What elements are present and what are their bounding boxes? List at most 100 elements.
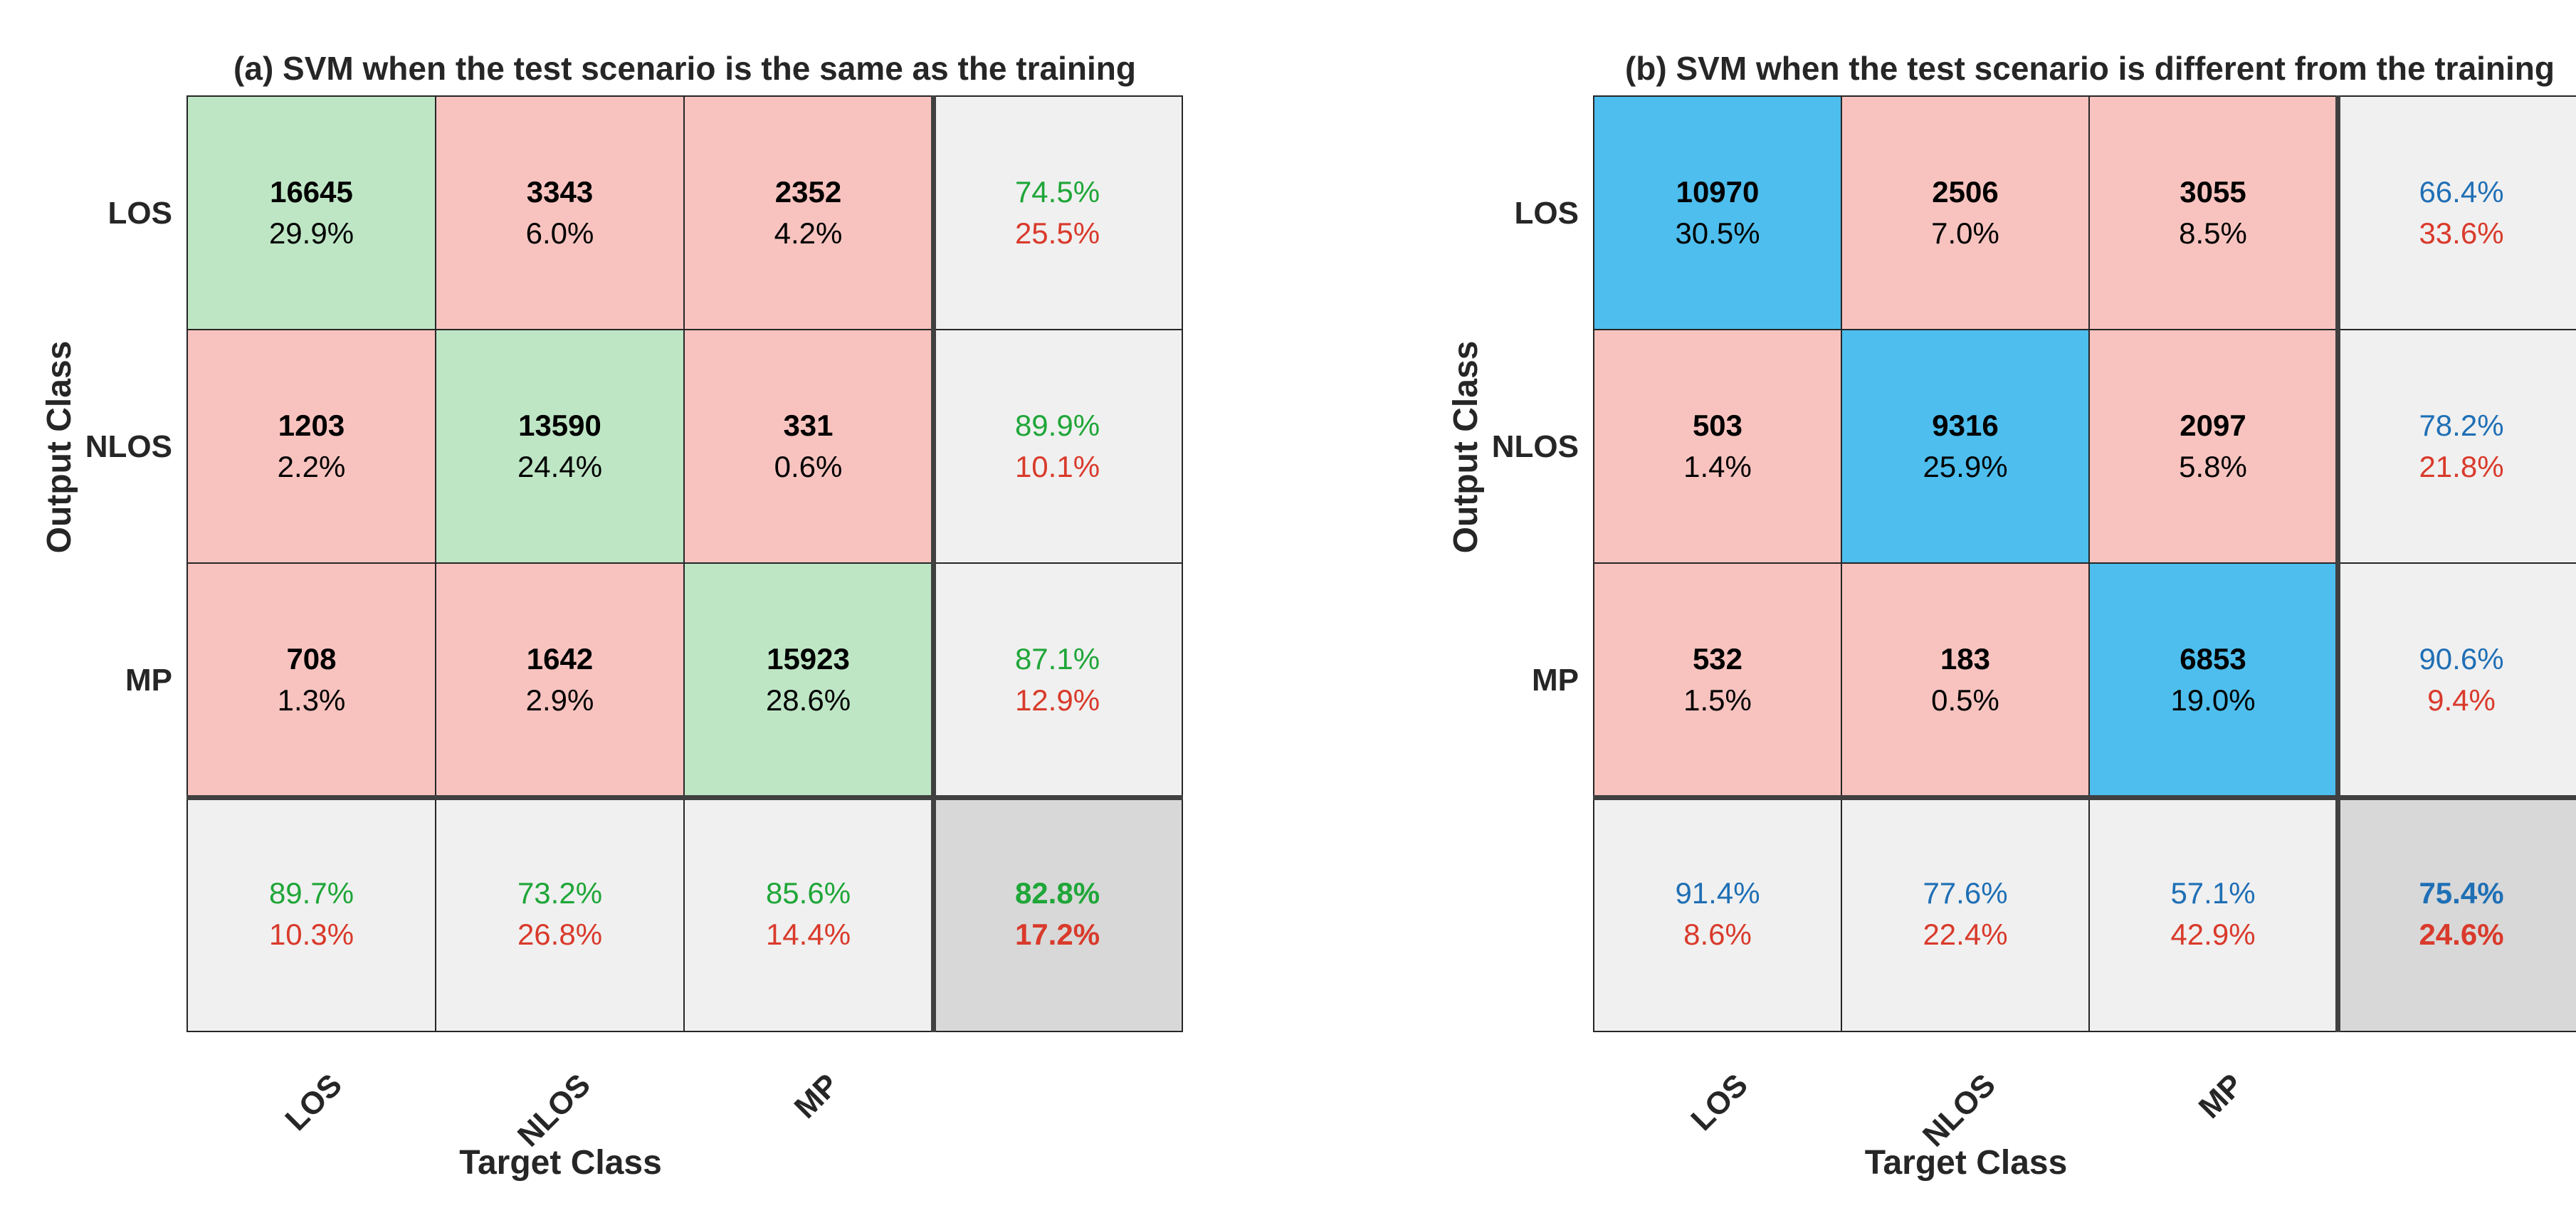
matrix-cell-line1: 3343: [526, 175, 594, 209]
matrix-cell-line1: 1642: [526, 642, 594, 676]
row-summary-cell-line1: 74.5%: [1014, 175, 1100, 209]
summary-separator-vertical: [931, 95, 936, 1032]
summary-separator-horizontal: [186, 795, 1183, 800]
row-summary-cell-line2: 9.4%: [2427, 683, 2496, 717]
y-tick-label: MP: [125, 663, 172, 698]
y-tick-label: NLOS: [1491, 429, 1579, 464]
row-summary-cell-line2: 33.6%: [2419, 216, 2504, 250]
matrix-cell: 13590 24.4%: [436, 330, 685, 564]
col-summary-cell: 85.6% 14.4%: [685, 797, 933, 1031]
matrix-cell: 2097 5.8%: [2090, 330, 2338, 564]
row-summary-cell: 90.6% 9.4%: [2338, 564, 2576, 797]
matrix-cell: 6853 19.0%: [2090, 564, 2338, 797]
matrix-cell-line2: 5.8%: [2179, 450, 2247, 483]
matrix-cell-line1: 6853: [2180, 642, 2246, 676]
col-summary-cell-line1: 91.4%: [1675, 876, 1760, 910]
matrix-cell-line2: 1.5%: [1683, 683, 1752, 717]
matrix-cell: 503 1.4%: [1594, 330, 1842, 564]
x-axis-label: Target Class: [459, 1144, 662, 1182]
row-summary-cell: 87.1% 12.9%: [933, 564, 1182, 797]
row-summary-cell-line2: 10.1%: [1014, 450, 1100, 483]
overall-accuracy-cell-line1: 75.4%: [2419, 876, 2504, 910]
matrix-cell-line2: 0.6%: [774, 450, 843, 483]
row-summary-cell: 89.9% 10.1%: [933, 330, 1182, 564]
matrix-cell-line1: 2097: [2180, 409, 2246, 442]
matrix-cell-line2: 19.0%: [2170, 683, 2256, 717]
matrix-cell-line2: 2.2%: [277, 450, 346, 483]
matrix-cell-line2: 2.9%: [525, 683, 594, 717]
matrix-cell-line1: 1203: [278, 409, 345, 442]
matrix-cell: 1203 2.2%: [188, 330, 436, 564]
col-summary-cell-line2: 22.4%: [1923, 918, 2008, 951]
matrix-cell-line1: 15923: [767, 642, 850, 676]
matrix-cell: 183 0.5%: [1842, 564, 2090, 797]
row-summary-cell-line2: 21.8%: [2419, 450, 2504, 483]
col-summary-cell-line2: 14.4%: [765, 918, 851, 951]
col-summary-cell: 89.7% 10.3%: [188, 797, 436, 1031]
matrix-cell: 2506 7.0%: [1842, 97, 2090, 330]
matrix-cell-line1: 10970: [1676, 175, 1760, 209]
matrix-cell-line1: 2506: [1932, 175, 1999, 209]
overall-accuracy-cell: 75.4% 24.6%: [2338, 797, 2576, 1031]
matrix-cell-line1: 3055: [2180, 175, 2246, 209]
y-axis-label: Output Class: [1447, 340, 1485, 554]
col-summary-cell-line2: 8.6%: [1683, 918, 1752, 951]
matrix-cell: 2352 4.2%: [685, 97, 933, 330]
row-summary-cell-line1: 90.6%: [2419, 642, 2504, 676]
overall-accuracy-cell-line2: 17.2%: [1014, 918, 1100, 951]
matrix-cell-line1: 183: [1940, 642, 1991, 676]
y-tick-label: LOS: [1514, 196, 1579, 231]
matrix-cell-line2: 6.0%: [525, 216, 594, 250]
matrix-cell-line1: 13590: [518, 409, 601, 442]
matrix-cell-line1: 9316: [1932, 409, 1999, 442]
matrix-cell: 1642 2.9%: [436, 564, 685, 797]
matrix-cell-line1: 16645: [270, 175, 353, 209]
col-summary-cell-line1: 89.7%: [268, 876, 354, 910]
matrix-cell-line2: 30.5%: [1675, 216, 1760, 250]
row-summary-cell-line1: 66.4%: [2419, 175, 2504, 209]
summary-separator-horizontal: [1593, 795, 2576, 800]
matrix-cell-line2: 25.9%: [1923, 450, 2008, 483]
matrix-cell: 532 1.5%: [1594, 564, 1842, 797]
row-summary-cell: 78.2% 21.8%: [2338, 330, 2576, 564]
panel-title: (b) SVM when the test scenario is differ…: [1624, 50, 2555, 87]
col-summary-cell-line1: 57.1%: [2170, 876, 2256, 910]
row-summary-cell-line1: 87.1%: [1014, 642, 1100, 676]
row-summary-cell-line2: 25.5%: [1014, 216, 1100, 250]
col-summary-cell-line1: 73.2%: [517, 876, 603, 910]
y-tick-label: MP: [1532, 663, 1579, 698]
x-axis-label: Target Class: [1864, 1144, 2068, 1182]
matrix-cell-line1: 532: [1692, 642, 1743, 676]
summary-separator-vertical: [2335, 95, 2340, 1032]
overall-accuracy-cell: 82.8% 17.2%: [933, 797, 1182, 1031]
matrix-cell: 708 1.3%: [188, 564, 436, 797]
matrix-cell: 3055 8.5%: [2090, 97, 2338, 330]
confusion-grid: 10970 30.5% 2506 7.0% 3055 8.5% 66.4% 33.6% 503 1…: [1593, 95, 2576, 1032]
matrix-cell: 9316 25.9%: [1842, 330, 2090, 564]
matrix-cell-line2: 24.4%: [517, 450, 603, 483]
confusion-grid: 16645 29.9% 3343 6.0% 2352 4.2% 74.5% 25.5% 1203…: [186, 95, 1183, 1032]
matrix-cell-line2: 4.2%: [774, 216, 843, 250]
matrix-cell-line2: 8.5%: [2179, 216, 2247, 250]
overall-accuracy-cell-line1: 82.8%: [1014, 876, 1100, 910]
matrix-cell-line2: 0.5%: [1931, 683, 1999, 717]
col-summary-cell-line2: 42.9%: [2170, 918, 2256, 951]
matrix-cell-line1: 503: [1692, 409, 1743, 442]
matrix-cell-line2: 7.0%: [1931, 216, 1999, 250]
col-summary-cell: 57.1% 42.9%: [2090, 797, 2338, 1031]
row-summary-cell: 74.5% 25.5%: [933, 97, 1182, 330]
matrix-cell-line2: 1.4%: [1683, 450, 1752, 483]
matrix-cell-line2: 28.6%: [765, 683, 851, 717]
matrix-cell-line2: 29.9%: [268, 216, 354, 250]
overall-accuracy-cell-line2: 24.6%: [2419, 918, 2504, 951]
x-tick-label: LOS: [1684, 1067, 1755, 1138]
row-summary-cell-line2: 12.9%: [1014, 683, 1100, 717]
y-tick-label: LOS: [107, 196, 172, 231]
col-summary-cell-line1: 77.6%: [1923, 876, 2008, 910]
matrix-cell-line1: 331: [783, 409, 834, 442]
matrix-cell: 331 0.6%: [685, 330, 933, 564]
matrix-cell-line1: 2352: [774, 175, 842, 209]
